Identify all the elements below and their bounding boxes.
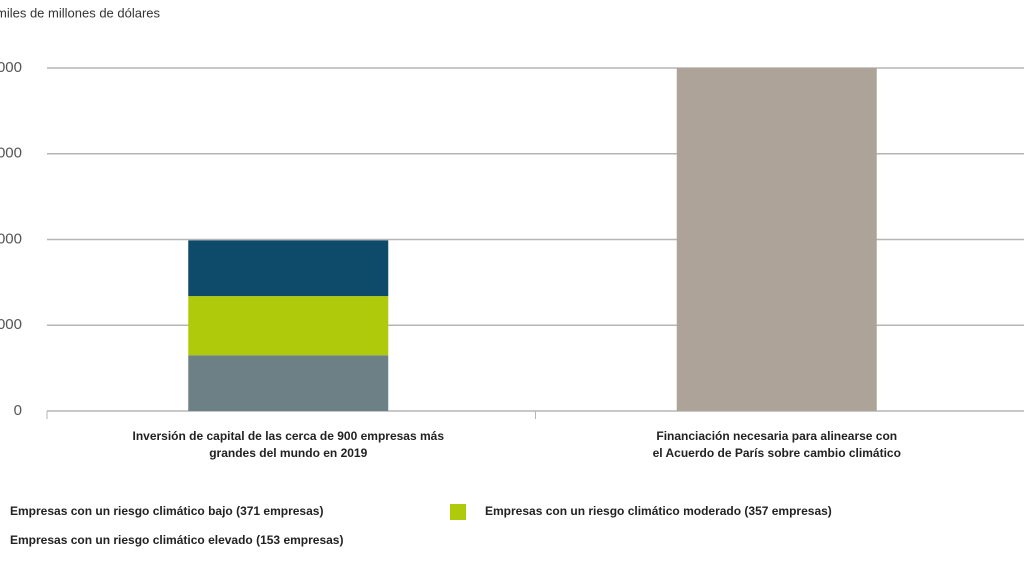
x-tick-label: Inversión de capital de las cerca de 900… <box>132 429 444 443</box>
bar-segment <box>188 240 389 297</box>
legend-swatch <box>450 504 466 520</box>
bar-segment <box>188 355 389 411</box>
bar-segment <box>188 296 389 356</box>
y-tick-label: 000 <box>0 230 22 247</box>
legend-label: Empresas con un riesgo climático moderad… <box>485 504 832 518</box>
legend-label: Empresas con un riesgo climático elevado… <box>10 533 343 547</box>
y-axis-label: miles de millones de dólares <box>0 5 161 20</box>
y-tick-label: 0 <box>14 402 22 419</box>
bar-segment <box>676 68 877 411</box>
x-tick-label: Financiación necesaria para alinearse co… <box>656 429 897 443</box>
x-tick-label: grandes del mundo en 2019 <box>209 446 367 460</box>
y-tick-label: 000 <box>0 145 22 162</box>
y-tick-label: 000 <box>0 316 22 333</box>
x-tick-label: el Acuerdo de París sobre cambio climáti… <box>653 446 901 460</box>
legend-label: Empresas con un riesgo climático bajo (3… <box>10 504 323 518</box>
y-tick-label: 000 <box>0 59 22 76</box>
